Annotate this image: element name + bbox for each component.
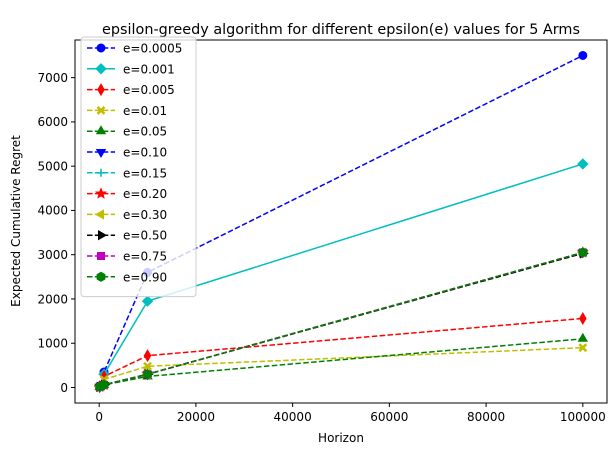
legend-label: e=0.0005 [123, 42, 182, 56]
data-point [579, 311, 587, 325]
data-point [578, 343, 588, 353]
legend-label: e=0.005 [123, 83, 175, 97]
x-axis-label: Horizon [318, 431, 364, 445]
chart-title: epsilon-greedy algorithm for different e… [102, 22, 580, 38]
y-tick-label: 0 [60, 381, 68, 395]
legend-entry: e=0.001 [87, 62, 175, 76]
data-point [143, 369, 152, 380]
legend-marker [95, 149, 107, 159]
x-tick-label: 20000 [177, 410, 215, 424]
series-e=0.01 [95, 343, 588, 392]
legend-label: e=0.75 [123, 250, 167, 264]
legend-label: e=0.05 [123, 125, 167, 139]
data-point [143, 349, 152, 363]
legend-label: e=0.10 [123, 146, 167, 160]
legend-label: e=0.15 [123, 166, 167, 180]
legend-entry: e=0.10 [87, 146, 167, 160]
legend-label: e=0.20 [123, 187, 167, 201]
legend-entry: e=0.90 [87, 270, 167, 284]
data-point [578, 50, 588, 60]
y-tick-label: 2000 [37, 292, 68, 306]
y-axis-label: Expected Cumulative Regret [9, 135, 23, 307]
x-tick-label: 100000 [560, 410, 606, 424]
data-point [577, 158, 589, 170]
data-point [143, 361, 152, 371]
legend-label: e=0.90 [123, 270, 167, 284]
legend-entry: e=0.0005 [87, 42, 182, 56]
legend-entry: e=0.01 [87, 104, 167, 118]
legend-box [80, 36, 197, 298]
legend-entry: e=0.50 [87, 229, 167, 243]
legend-marker [94, 187, 108, 199]
legend-label: e=0.30 [123, 208, 167, 222]
legend-entry: e=0.15 [87, 166, 167, 180]
data-point [577, 332, 589, 342]
legend-entry: e=0.005 [87, 83, 175, 97]
legend-label: e=0.01 [123, 104, 167, 118]
series-e=0.05 [94, 332, 589, 390]
x-tick-label: 60000 [370, 410, 408, 424]
legend-label: e=0.001 [123, 62, 175, 76]
legend-marker [97, 168, 105, 177]
y-tick-label: 7000 [37, 71, 68, 85]
y-tick-label: 1000 [37, 337, 68, 351]
series-line [98, 317, 583, 387]
legend-marker [96, 271, 106, 282]
x-tick-label: 0 [95, 410, 103, 424]
series-e=0.90 [95, 247, 588, 392]
data-point [141, 295, 154, 307]
x-tick-label: 80000 [467, 410, 505, 424]
legend-marker [98, 230, 108, 241]
series-line [99, 338, 583, 388]
legend-entry: e=0.20 [87, 187, 167, 201]
y-tick-label: 5000 [37, 159, 68, 173]
legend-entry: e=0.75 [87, 250, 167, 264]
legend-marker [97, 83, 105, 97]
legend-entry: e=0.30 [87, 208, 167, 222]
legend-marker [94, 209, 104, 220]
x-tick-label: 40000 [274, 410, 312, 424]
y-tick-label: 4000 [37, 204, 68, 218]
legend-marker [96, 105, 106, 115]
legend-label: e=0.50 [123, 229, 167, 243]
y-tick-label: 3000 [37, 248, 68, 262]
legend: e=0.0005 e=0.001 e=0.005 e=0.01 e=0.05 e=0.10… [80, 36, 197, 298]
legend-marker [95, 63, 107, 75]
y-tick-label: 6000 [37, 115, 68, 129]
series-line [98, 54, 584, 387]
data-point [578, 247, 588, 258]
data-point [99, 379, 109, 390]
axes-frame [74, 39, 608, 404]
legend-marker [95, 125, 107, 135]
legend-entry: e=0.05 [87, 125, 167, 139]
legend-marker [96, 43, 106, 53]
series-e=0.005 [95, 311, 587, 394]
legend-marker [97, 252, 105, 260]
